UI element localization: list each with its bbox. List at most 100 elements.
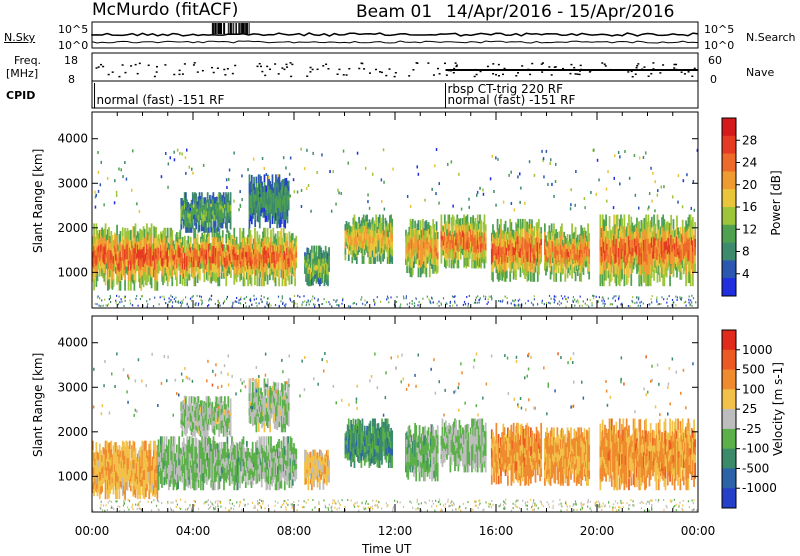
sparse-echo [383, 181, 385, 184]
freq-point [130, 65, 132, 67]
near-range-echo [468, 305, 469, 307]
near-range-echo [318, 298, 319, 300]
freq-point [211, 67, 213, 69]
near-range-echo [260, 298, 261, 300]
scatter-cell [230, 198, 232, 205]
sparse-echo [301, 189, 303, 192]
scatter-cell [225, 277, 227, 286]
near-range-echo [514, 304, 515, 306]
near-range-echo [109, 298, 110, 300]
freq-point [412, 69, 414, 71]
freq-point [337, 73, 339, 75]
scatter-cell [216, 197, 218, 201]
near-range-echo [142, 295, 143, 297]
scatter-cell [694, 239, 696, 248]
scatter-cell [150, 449, 152, 458]
near-range-echo [531, 302, 532, 304]
scatter-cell [437, 232, 439, 239]
scatter-cell [254, 220, 256, 227]
near-range-echo [99, 297, 100, 299]
near-range-echo [172, 301, 173, 303]
near-range-echo [542, 300, 543, 302]
near-range-echo [598, 301, 599, 303]
freq-point [156, 66, 158, 68]
scatter-cell [540, 227, 542, 233]
near-range-echo [450, 302, 451, 304]
near-range-echo [603, 303, 604, 305]
sparse-echo [476, 194, 478, 197]
sparse-echo [229, 169, 231, 172]
sparse-echo [116, 191, 118, 194]
freq-point [112, 71, 114, 73]
near-range-echo [450, 305, 451, 307]
near-range-echo [551, 298, 552, 300]
scatter-cell [281, 228, 283, 237]
near-range-echo [195, 302, 196, 304]
scatter-cell [254, 275, 256, 285]
near-range-echo [165, 302, 166, 304]
near-range-echo [477, 295, 478, 297]
scatter-cell [180, 230, 182, 239]
scatter-cell [571, 269, 573, 279]
scatter-cell [130, 230, 132, 241]
scatter-cell [485, 237, 487, 244]
sparse-echo [185, 172, 187, 175]
scatter-cell [694, 255, 696, 264]
near-range-echo [364, 300, 365, 302]
scatter-cell [377, 255, 379, 261]
sparse-echo [259, 194, 261, 197]
sparse-echo [220, 206, 222, 209]
near-range-echo [246, 306, 247, 308]
near-range-echo [294, 295, 295, 297]
near-range-echo [348, 305, 349, 307]
scatter-cell [194, 228, 196, 238]
scatter-cell [605, 269, 607, 281]
sparse-echo [289, 173, 291, 176]
freq-point [673, 67, 675, 69]
scatter-cell [441, 255, 443, 264]
sparse-echo [381, 178, 383, 181]
freq-point [363, 68, 365, 70]
sparse-echo [101, 161, 103, 164]
near-range-echo [628, 305, 629, 307]
sparse-echo [233, 200, 235, 203]
scatter-cell [253, 177, 255, 184]
freq-point [492, 73, 494, 75]
scatter-cell [515, 270, 517, 280]
freq-point [395, 72, 397, 74]
scatter-cell [278, 269, 280, 278]
near-range-echo [207, 305, 208, 307]
sparse-echo [300, 148, 302, 151]
scatter-cell [458, 251, 460, 260]
near-range-echo [178, 302, 179, 304]
near-range-echo [169, 297, 170, 299]
near-range-echo [487, 303, 488, 305]
freq-point [232, 73, 234, 75]
scatter-cell [150, 441, 152, 450]
sparse-echo [226, 178, 228, 181]
near-range-echo [475, 299, 476, 301]
near-range-echo [417, 304, 418, 306]
near-range-echo [95, 303, 96, 305]
sparse-echo [410, 205, 412, 208]
sparse-echo [435, 192, 437, 195]
scatter-cell [564, 274, 566, 282]
near-range-echo [475, 302, 476, 304]
scatter-cell [101, 486, 103, 493]
near-range-echo [99, 305, 100, 307]
freq-point [182, 73, 184, 75]
scatter-cell [214, 482, 216, 491]
near-range-echo [661, 296, 662, 298]
near-range-echo [483, 295, 484, 297]
near-range-echo [500, 300, 501, 302]
scatter-cell [366, 215, 368, 222]
scatter-cell [500, 219, 502, 229]
scatter-cell [468, 259, 470, 267]
near-range-echo [617, 306, 618, 308]
freq-point [529, 74, 531, 76]
freq-point [259, 63, 261, 65]
near-range-echo [672, 299, 673, 301]
near-range-echo [604, 303, 605, 305]
sparse-echo [372, 173, 374, 176]
near-range-echo [259, 302, 260, 304]
